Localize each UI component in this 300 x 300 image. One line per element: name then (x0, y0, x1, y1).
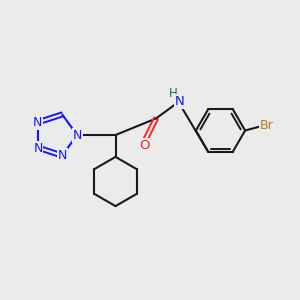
Text: N: N (73, 129, 82, 142)
Text: N: N (58, 149, 68, 162)
Text: N: N (175, 95, 185, 108)
Text: Br: Br (260, 118, 274, 132)
Text: O: O (140, 139, 150, 152)
Text: N: N (33, 142, 43, 155)
Text: N: N (33, 116, 42, 129)
Text: H: H (169, 87, 178, 100)
